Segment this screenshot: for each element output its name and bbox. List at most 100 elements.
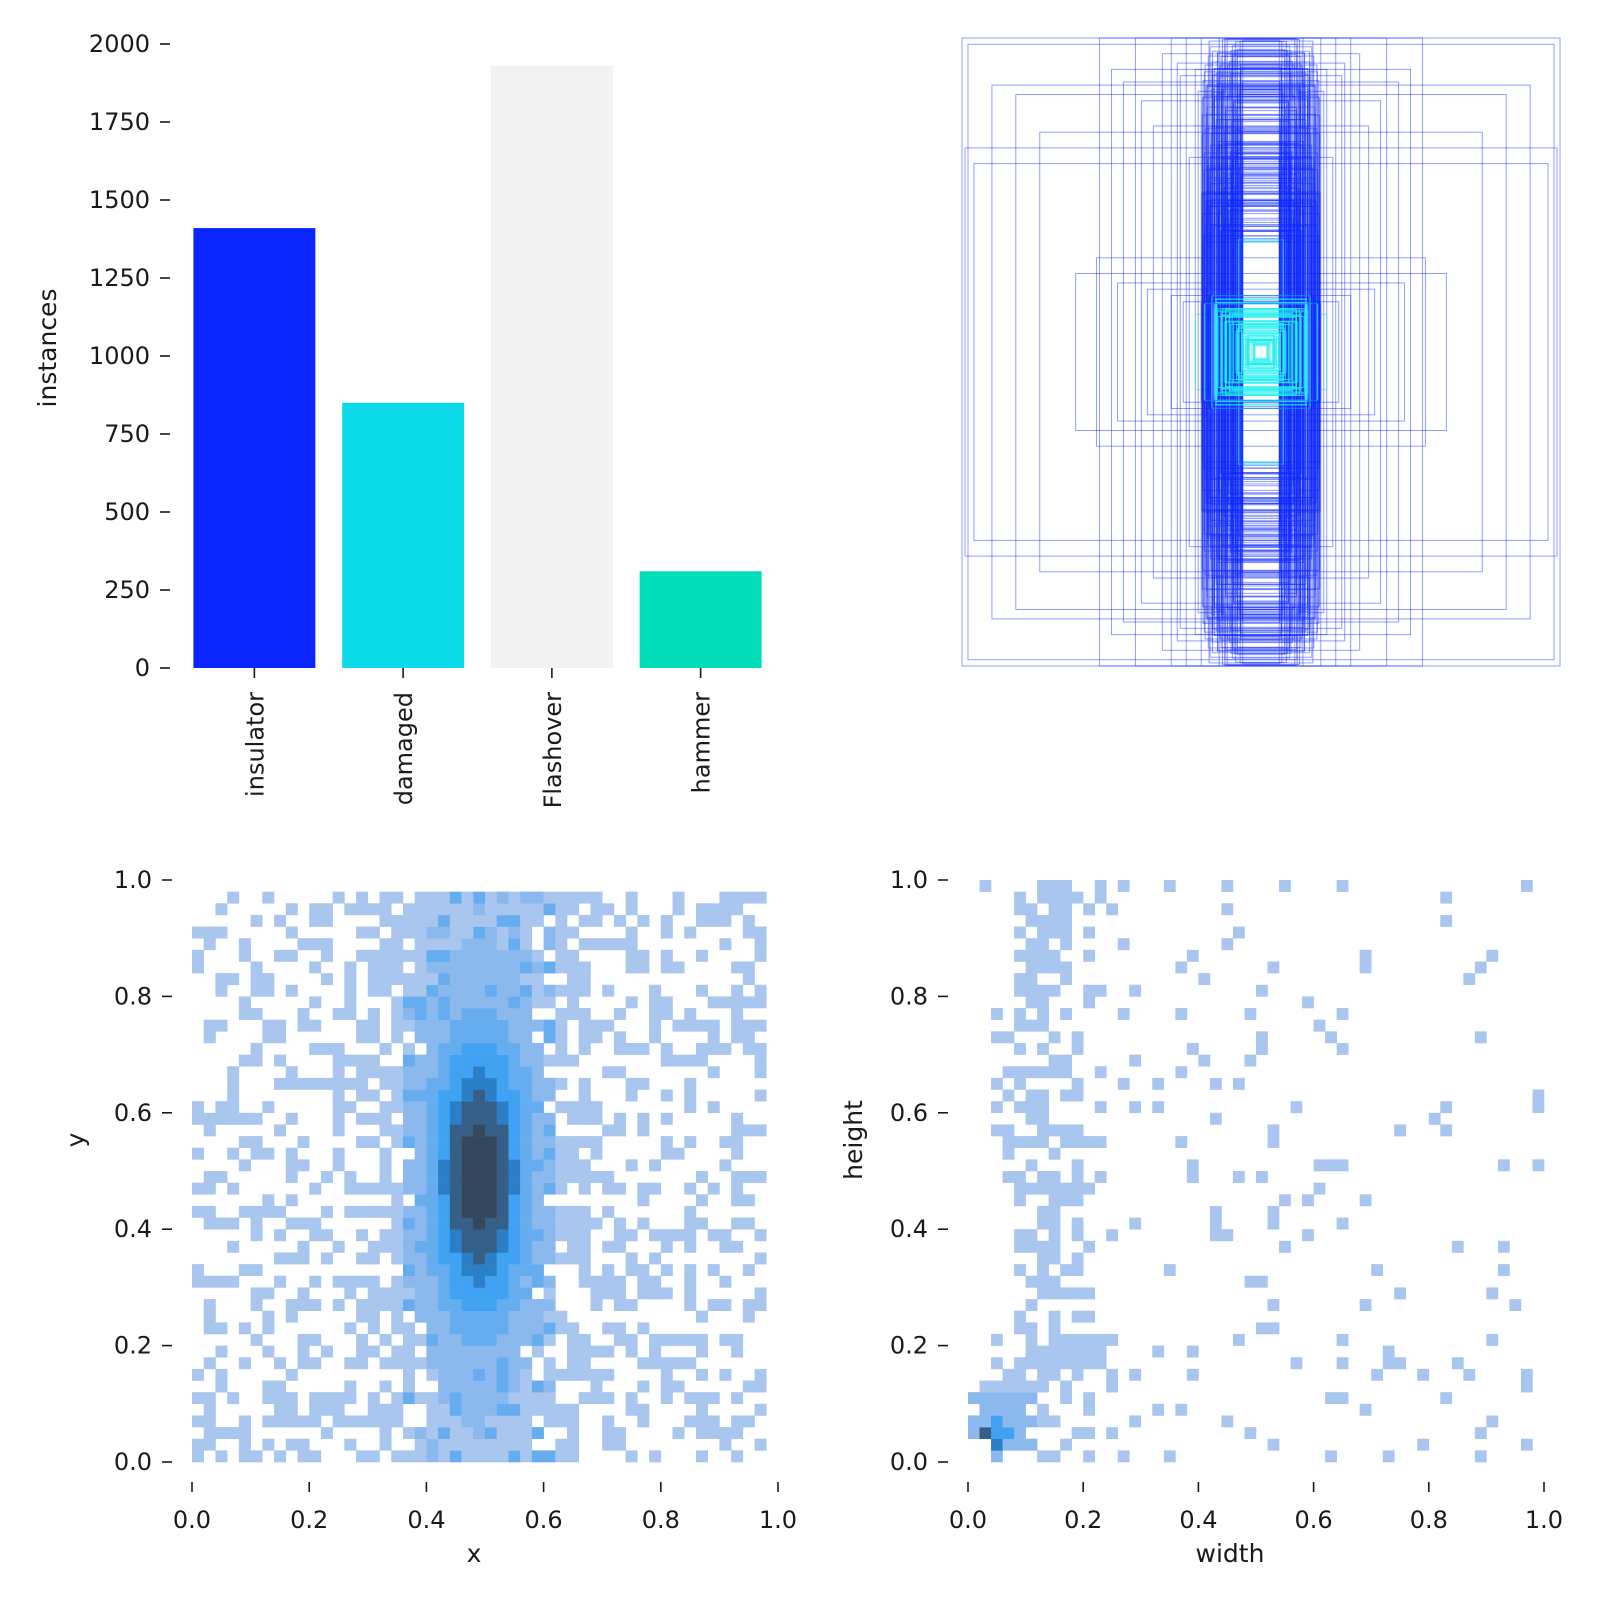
- heat-cell: [449, 1112, 462, 1125]
- heat-cell: [485, 1031, 498, 1044]
- heat-cell: [531, 891, 544, 904]
- heat-cell: [391, 938, 404, 951]
- heat-cell: [414, 1101, 427, 1114]
- heat-cell: [1060, 914, 1072, 927]
- heat-cell: [731, 1392, 744, 1405]
- heat-cell: [637, 1287, 650, 1300]
- heat-cell: [215, 1322, 228, 1335]
- heat-cell: [1520, 1368, 1533, 1381]
- heat-cell: [1428, 1112, 1441, 1125]
- heat-cell: [707, 914, 720, 927]
- heat-cell: [1048, 1287, 1061, 1300]
- heat-cell: [649, 1229, 662, 1242]
- heat-cell: [426, 1019, 439, 1032]
- heat-cell: [297, 1333, 310, 1346]
- heat-cell: [567, 1438, 580, 1451]
- heat-cell: [1244, 1054, 1257, 1067]
- heat-cell: [1025, 1229, 1038, 1242]
- heat-cell: [274, 1054, 287, 1067]
- heat-cell: [508, 1357, 521, 1370]
- heat-cell: [543, 1357, 556, 1370]
- heat-cell: [754, 1252, 767, 1265]
- heat-cell: [1163, 1450, 1176, 1463]
- heat-cell: [567, 949, 580, 962]
- heat-cell: [578, 1357, 591, 1370]
- heat-cell: [1025, 1345, 1038, 1358]
- heat-cell: [426, 996, 439, 1009]
- heat-cell: [742, 961, 755, 974]
- heat-cell: [192, 1101, 205, 1114]
- heat-cell: [449, 1124, 462, 1137]
- heat-cell: [485, 1310, 498, 1323]
- heat-cell: [309, 914, 322, 927]
- heat-cell: [660, 949, 673, 962]
- heat-cell: [238, 1415, 251, 1428]
- heat-cell: [473, 914, 486, 927]
- heat-cell: [567, 926, 580, 939]
- heat-cell: [1060, 938, 1072, 951]
- x-tick-label: 0.0: [949, 1506, 987, 1534]
- heat-cell: [356, 1299, 369, 1311]
- heat-cell: [438, 1008, 451, 1020]
- heat-cell: [1002, 1066, 1015, 1079]
- label-box: [1209, 183, 1313, 521]
- bar-x-tick-label: damaged: [390, 692, 418, 805]
- heat-cell: [684, 1205, 697, 1218]
- heat-cell: [485, 1054, 498, 1067]
- heat-cell: [426, 1427, 439, 1440]
- heat-cell: [754, 1066, 767, 1079]
- heat-cell: [485, 1415, 498, 1428]
- label-box: [1219, 119, 1303, 585]
- label-box: [1146, 288, 1376, 416]
- label-box: [1201, 300, 1321, 404]
- label-box: [1207, 158, 1315, 546]
- heat-cell: [1025, 914, 1038, 927]
- heat-cell: [555, 949, 568, 962]
- heat-cell: [274, 1031, 287, 1044]
- heat-cell: [1129, 1217, 1142, 1230]
- bar-y-tick-label: 1000: [89, 342, 150, 370]
- heat-cell: [461, 1136, 474, 1149]
- label-box: [1201, 241, 1321, 463]
- heat-cell: [1106, 1380, 1119, 1393]
- heat-cell: [496, 1182, 509, 1195]
- heat-cell: [1071, 1124, 1084, 1137]
- heat-cell: [1325, 1031, 1337, 1044]
- heat-cell: [543, 1403, 556, 1416]
- heat-cell: [473, 1333, 486, 1346]
- heat-cell: [649, 1019, 662, 1032]
- heat-cell: [508, 1101, 521, 1114]
- heat-cell: [1048, 1240, 1061, 1253]
- heat-cell: [438, 1438, 451, 1451]
- heat-cell: [1025, 984, 1038, 997]
- heat-cell: [1037, 1019, 1049, 1032]
- heat-cell: [731, 1008, 744, 1020]
- heat-cell: [496, 1008, 509, 1020]
- heat-cell: [625, 926, 638, 939]
- heat-cell: [203, 1357, 216, 1370]
- heat-cell: [637, 1415, 650, 1428]
- heat-cell: [402, 1368, 415, 1381]
- heat-cell: [555, 891, 568, 904]
- heat-cell: [1163, 880, 1176, 892]
- heat-cell: [414, 1147, 427, 1160]
- heat-cell: [555, 1229, 568, 1242]
- heat-cell: [274, 1205, 287, 1218]
- heat-cell: [578, 973, 591, 986]
- heat-cell: [344, 1380, 357, 1393]
- heat-cell: [309, 1019, 322, 1032]
- heat-cell: [496, 1240, 509, 1253]
- label-box: [1211, 50, 1311, 654]
- label-box: [1243, 337, 1279, 367]
- heat-cell: [520, 1066, 533, 1079]
- heat-cell: [461, 984, 474, 997]
- heat-cell: [602, 1066, 615, 1079]
- heat-cell: [402, 1392, 415, 1405]
- label-box: [1202, 80, 1320, 624]
- heat-cell: [391, 1252, 404, 1265]
- heat-cell: [250, 984, 263, 997]
- heat-cell: [391, 1136, 404, 1149]
- heat-cell: [754, 1054, 767, 1067]
- heat-cell: [1267, 1322, 1280, 1335]
- heat-cell: [320, 903, 333, 916]
